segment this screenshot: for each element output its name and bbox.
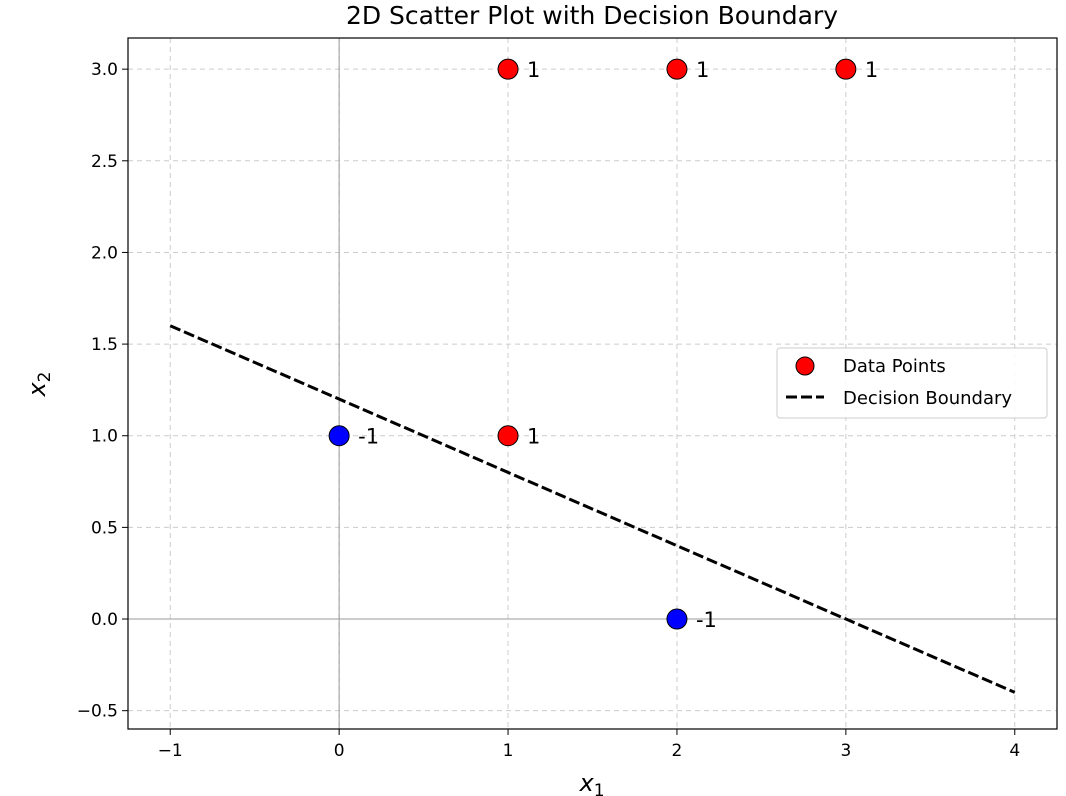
data-point [497,425,519,447]
x-axis-title: x1 [578,769,604,796]
y-tick-label: −0.5 [77,702,118,722]
y-tick-label: 3.0 [91,60,118,80]
x-tick-label: 2 [672,741,683,761]
y-axis-title: x2 [23,371,55,397]
data-point [835,58,857,80]
x-axis-title-subscript: 1 [594,781,605,796]
data-point [666,58,688,80]
plot-frame [127,37,1058,730]
data-point-label: -1 [696,608,717,632]
data-point-label: 1 [527,425,540,449]
chart-title: 2D Scatter Plot with Decision Boundary [346,1,838,30]
decision-boundary-line [169,324,1016,694]
x-tick-label: −1 [158,741,183,761]
x-axis-title-main: x [578,769,594,796]
y-axis-title-subscript: 2 [35,371,55,382]
y-tick-label: 1.5 [91,335,118,355]
data-point [328,425,350,447]
axis-ticks: −1 0 1 2 3 4 −0.5 0.0 0.5 1.0 1.5 2.0 2.5 3.0 [77,60,1020,761]
data-point-label: -1 [358,425,379,449]
x-tick-label: 4 [1009,741,1020,761]
x-tick-label: 0 [334,741,345,761]
y-axis-title-main: x [23,382,51,398]
data-point-label: 1 [696,58,709,82]
legend-label-data-points: Data Points [843,356,946,377]
x-tick-label: 1 [503,741,514,761]
data-point-label: 1 [527,58,540,82]
data-point [666,608,688,630]
legend: Data Points Decision Boundary [776,347,1048,419]
x-tick-label: 3 [840,741,851,761]
data-points-layer: -1 -1 1 1 1 1 [328,58,878,632]
y-tick-label: 0.5 [91,518,118,538]
y-tick-label: 0.0 [91,610,118,630]
decision-boundary-layer [169,324,1016,694]
legend-box [776,347,1048,419]
y-tick-label: 2.0 [91,243,118,263]
legend-marker-data-points [795,356,815,376]
y-tick-label: 1.0 [91,427,118,447]
y-tick-label: 2.5 [91,152,118,172]
data-point-label: 1 [865,58,878,82]
zero-axis-lines [128,38,1057,729]
legend-label-decision-boundary: Decision Boundary [843,388,1012,409]
data-point [497,58,519,80]
